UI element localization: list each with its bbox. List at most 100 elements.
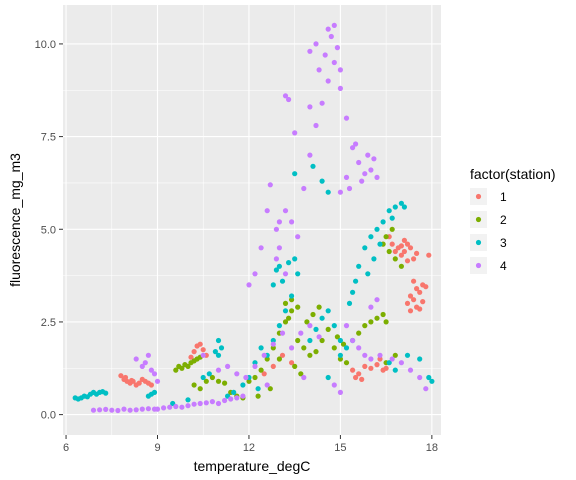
data-point <box>313 326 319 332</box>
data-point <box>279 330 286 336</box>
data-point <box>331 59 337 66</box>
data-point <box>353 141 359 147</box>
data-point <box>270 282 276 288</box>
data-point <box>292 363 298 369</box>
data-point <box>356 371 362 377</box>
data-point <box>407 367 414 373</box>
data-point <box>407 293 414 299</box>
data-point <box>362 352 368 358</box>
data-point <box>282 271 289 277</box>
legend-marker <box>475 216 482 223</box>
data-point <box>368 234 374 240</box>
data-point <box>270 341 276 347</box>
data-point <box>377 352 383 358</box>
data-point <box>286 315 292 321</box>
legend-marker <box>475 193 482 200</box>
data-point <box>252 374 258 381</box>
data-point <box>404 300 411 306</box>
data-point <box>346 300 353 306</box>
data-point <box>414 286 420 292</box>
y-tick-label: 2.5 <box>41 317 56 329</box>
data-point <box>319 315 325 321</box>
data-point <box>392 204 398 210</box>
data-point <box>313 41 319 47</box>
legend-label: 1 <box>500 190 507 204</box>
data-point <box>252 363 258 369</box>
data-point <box>411 278 417 284</box>
data-point <box>246 282 252 288</box>
data-point <box>197 400 203 407</box>
series-4 <box>90 22 429 414</box>
series-1 <box>118 234 432 388</box>
data-point <box>103 390 109 396</box>
data-point <box>383 234 389 240</box>
data-point <box>319 178 325 184</box>
data-point <box>179 365 185 371</box>
data-point <box>365 152 371 158</box>
data-point <box>356 345 362 351</box>
data-point <box>279 278 286 284</box>
data-point <box>282 208 289 214</box>
legend-marker <box>475 262 482 269</box>
data-point <box>298 371 304 377</box>
data-point <box>304 319 310 325</box>
data-point <box>331 323 337 329</box>
data-point <box>398 243 404 249</box>
data-point <box>301 185 307 192</box>
x-axis: 6 9 12 15 18 <box>63 435 438 454</box>
data-point <box>90 407 97 413</box>
data-point <box>267 386 273 392</box>
data-point <box>264 382 270 388</box>
data-point <box>276 219 282 225</box>
data-point <box>215 400 222 407</box>
data-point <box>404 352 411 358</box>
data-point <box>289 308 295 314</box>
data-point <box>331 22 337 28</box>
data-point <box>398 263 404 269</box>
data-point <box>258 345 264 351</box>
data-point <box>319 100 325 106</box>
data-point <box>154 406 161 412</box>
data-point <box>136 380 142 386</box>
data-point <box>307 323 313 329</box>
data-point <box>289 297 295 303</box>
y-tick-label: 5.0 <box>41 224 56 236</box>
data-point <box>103 406 109 412</box>
data-point <box>380 311 386 318</box>
x-tick-label: 9 <box>154 442 160 454</box>
data-point <box>215 378 222 384</box>
grid-lines <box>63 5 441 435</box>
data-point <box>343 323 350 329</box>
data-point <box>389 215 395 221</box>
data-point <box>142 360 148 366</box>
data-point <box>191 401 197 407</box>
data-point <box>316 334 322 340</box>
data-point <box>252 271 258 277</box>
data-point <box>343 115 350 121</box>
y-tick-label: 10.0 <box>35 39 56 51</box>
data-point <box>377 356 383 362</box>
data-point <box>343 360 350 366</box>
data-point <box>368 304 374 310</box>
data-point <box>148 367 154 373</box>
data-point <box>173 367 179 373</box>
data-point <box>197 386 203 392</box>
data-point <box>325 308 331 314</box>
y-tick-label: 0.0 <box>41 410 56 422</box>
data-point <box>151 371 158 377</box>
data-point <box>368 319 374 325</box>
data-point <box>185 397 191 403</box>
data-point <box>270 363 276 369</box>
data-point <box>133 407 139 413</box>
data-point <box>374 315 380 321</box>
data-point <box>148 382 154 388</box>
data-point <box>139 406 145 412</box>
data-point <box>407 245 414 251</box>
data-point <box>127 407 133 413</box>
data-point <box>377 241 383 247</box>
data-point <box>368 167 374 173</box>
data-point <box>279 352 286 358</box>
series-3 <box>72 163 435 407</box>
data-point <box>401 204 407 210</box>
